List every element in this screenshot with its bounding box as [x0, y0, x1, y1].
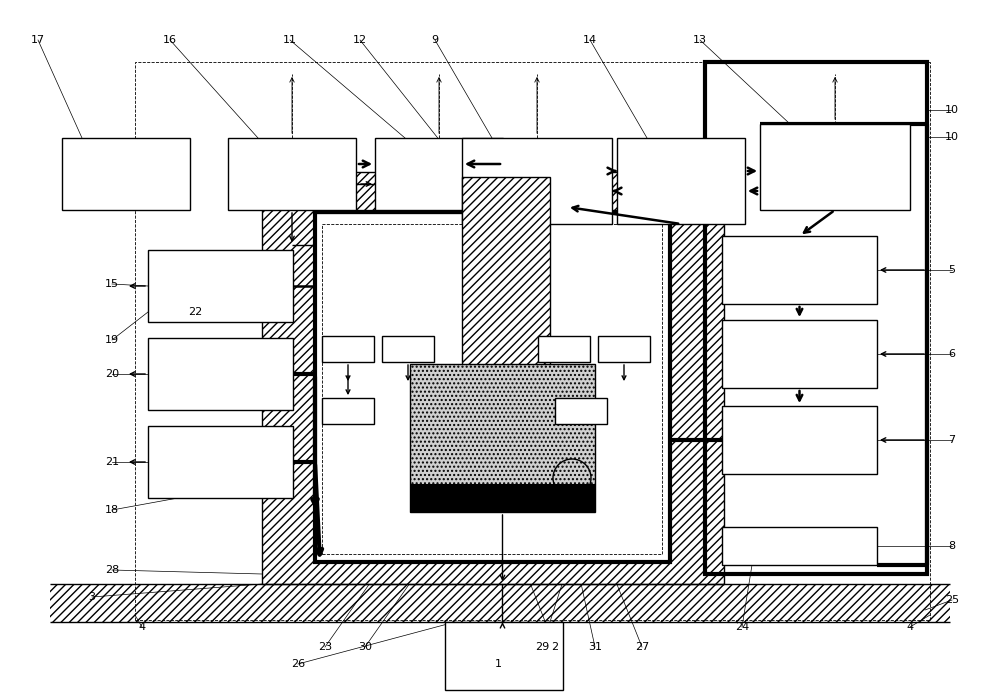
Bar	[135, 62, 930, 620]
Bar	[538, 336, 590, 362]
Text: 26: 26	[291, 659, 305, 669]
Text: 24: 24	[735, 622, 749, 632]
Text: 2: 2	[551, 642, 559, 652]
Bar	[722, 527, 877, 565]
Bar	[322, 336, 374, 362]
Text: 4: 4	[138, 622, 146, 632]
Bar	[375, 138, 503, 210]
Text: 23: 23	[318, 642, 332, 652]
Text: 6: 6	[948, 349, 956, 359]
Text: 27: 27	[635, 642, 649, 652]
Text: 15: 15	[105, 279, 119, 289]
Text: 5: 5	[948, 265, 956, 275]
Text: 22: 22	[188, 307, 202, 317]
Bar	[322, 398, 374, 424]
Text: 31: 31	[588, 642, 602, 652]
Text: 28: 28	[105, 565, 119, 575]
Bar	[148, 338, 293, 410]
Text: 25: 25	[945, 595, 959, 605]
Bar	[722, 236, 877, 304]
Bar	[228, 138, 356, 210]
Text: 17: 17	[31, 35, 45, 45]
Bar	[148, 250, 293, 322]
Text: 13: 13	[693, 35, 707, 45]
Text: 20: 20	[105, 369, 119, 379]
Text: 9: 9	[431, 35, 439, 45]
Text: 16: 16	[163, 35, 177, 45]
Bar	[617, 138, 745, 224]
Text: 30: 30	[358, 642, 372, 652]
Bar	[322, 224, 662, 554]
Text: 14: 14	[583, 35, 597, 45]
Text: 29: 29	[535, 642, 549, 652]
Bar	[410, 484, 595, 512]
Bar	[722, 320, 877, 388]
Text: 21: 21	[105, 457, 119, 467]
Bar	[760, 124, 910, 210]
Bar	[50, 584, 950, 622]
Bar	[262, 172, 724, 584]
Text: 1: 1	[495, 659, 502, 669]
Bar	[445, 622, 563, 690]
Bar	[382, 336, 434, 362]
Bar	[62, 138, 190, 210]
Bar	[462, 177, 550, 407]
Text: 4: 4	[906, 622, 914, 632]
Bar	[315, 212, 670, 562]
Text: 3: 3	[88, 592, 96, 602]
Bar	[410, 364, 595, 512]
Text: 10: 10	[945, 132, 959, 142]
Text: 7: 7	[948, 435, 956, 445]
Bar	[148, 426, 293, 498]
Text: 8: 8	[948, 541, 956, 551]
Bar	[722, 406, 877, 474]
Text: 11: 11	[283, 35, 297, 45]
Bar	[598, 336, 650, 362]
Text: 18: 18	[105, 505, 119, 515]
Text: 10: 10	[945, 105, 959, 115]
Bar	[555, 398, 607, 424]
Bar	[705, 62, 927, 574]
Bar	[462, 138, 612, 224]
Text: 12: 12	[353, 35, 367, 45]
Text: 19: 19	[105, 335, 119, 345]
